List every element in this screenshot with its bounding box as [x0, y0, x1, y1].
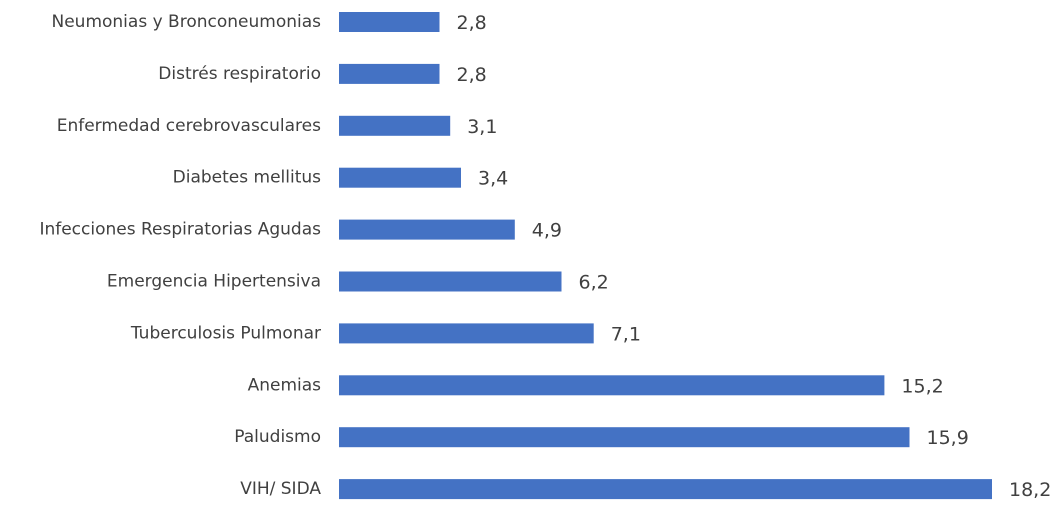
category-label: Enfermedad cerebrovasculares: [57, 116, 321, 136]
data-label: 4,9: [532, 220, 562, 242]
bar: [339, 63, 440, 84]
category-label: VIH/ SIDA: [240, 479, 321, 499]
category-label: Distrés respiratorio: [158, 64, 321, 84]
data-label: 2,8: [457, 12, 487, 34]
bars-group: [339, 12, 992, 500]
data-label: 6,2: [579, 272, 609, 294]
data-label: 3,1: [467, 116, 497, 138]
data-label: 2,8: [457, 64, 487, 86]
bar: [339, 12, 440, 32]
bar: [339, 323, 594, 344]
bar: [339, 479, 992, 500]
value-labels-group: 2,8 2,8 3,1 3,4 4,9 6,2 7,1 15,2 15,9 18,2: [457, 12, 1052, 501]
bar: [339, 219, 515, 240]
category-label: Neumonias y Bronconeumonias: [52, 12, 322, 32]
category-label: Infecciones Respiratorias Agudas: [39, 220, 321, 240]
bar: [339, 167, 461, 188]
data-label: 15,2: [901, 375, 943, 397]
category-label: Diabetes mellitus: [173, 168, 321, 188]
category-label: Emergencia Hipertensiva: [107, 272, 321, 292]
data-label: 3,4: [478, 168, 508, 190]
category-label: Tuberculosis Pulmonar: [130, 323, 321, 343]
data-label: 15,9: [927, 427, 969, 449]
category-labels-group: Neumonias y Bronconeumonias Distrés respi…: [39, 12, 321, 499]
bar: [339, 427, 910, 448]
category-label: Paludismo: [234, 427, 321, 447]
category-label: Anemias: [248, 375, 322, 395]
data-label: 18,2: [1009, 479, 1051, 501]
bar: [339, 375, 885, 396]
bar: [339, 115, 451, 136]
bar: [339, 271, 562, 292]
data-label: 7,1: [611, 323, 641, 345]
